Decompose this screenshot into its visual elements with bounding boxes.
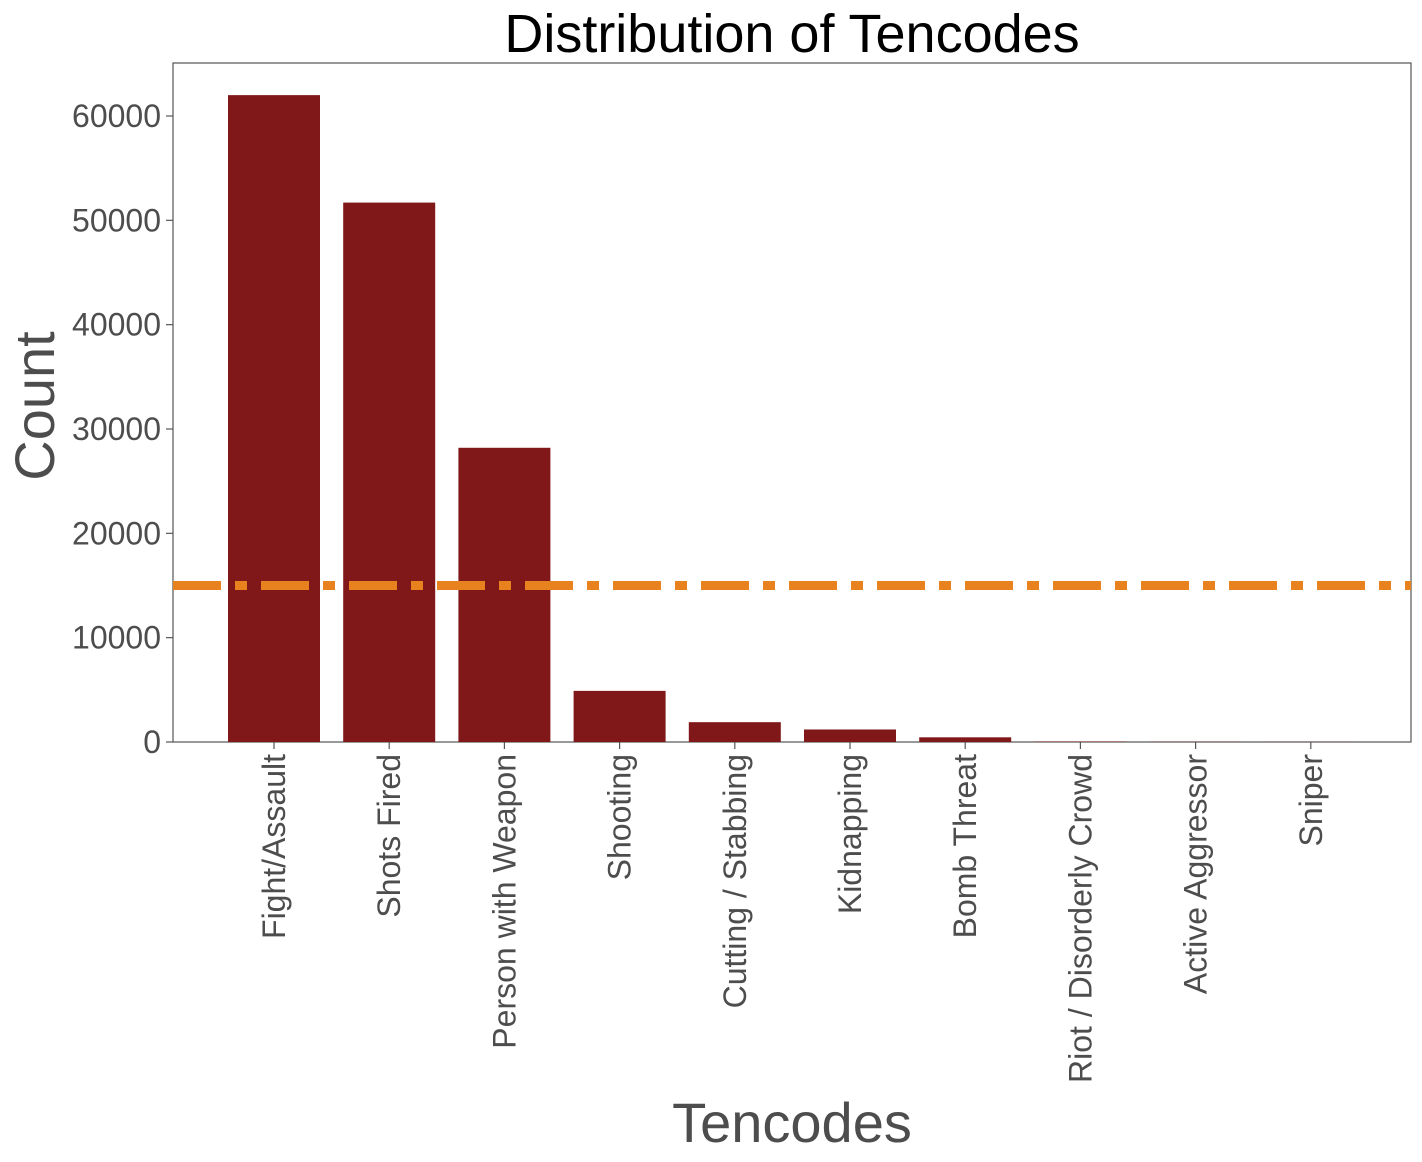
y-tick-label: 30000	[72, 411, 161, 447]
bar	[343, 202, 436, 742]
bar	[573, 690, 666, 742]
x-tick-label: Fight/Assault	[256, 754, 292, 939]
x-tick-label: Bomb Threat	[947, 754, 983, 939]
y-tick-label: 20000	[72, 515, 161, 551]
y-tick-label: 0	[143, 724, 161, 760]
x-tick-label: Person with Weapon	[486, 754, 522, 1049]
bar	[458, 447, 551, 742]
y-tick-label: 40000	[72, 307, 161, 343]
chart-title: Distribution of Tencodes	[504, 4, 1079, 64]
x-axis-label: Tencodes	[672, 1091, 912, 1154]
x-axis: Fight/Assault Shots Fired Person with Weap…	[256, 742, 1329, 1083]
bar	[688, 722, 781, 742]
y-tick-label: 60000	[72, 98, 161, 134]
bar	[228, 95, 320, 743]
plot-frame	[172, 62, 1412, 743]
bar	[804, 729, 896, 742]
x-tick-label: Sniper	[1293, 754, 1329, 847]
y-axis: 0 10000 20000 30000 40000 50000 60000	[72, 98, 173, 760]
x-tick-label: Cutting / Stabbing	[717, 754, 753, 1008]
x-tick-label: Kidnapping	[832, 754, 868, 914]
bars-group	[228, 95, 1357, 743]
x-tick-label: Shots Fired	[371, 754, 407, 918]
y-axis-label: Count	[3, 331, 66, 481]
x-tick-label: Active Aggressor	[1178, 754, 1214, 994]
x-tick-label: Shooting	[602, 754, 638, 880]
y-tick-label: 50000	[72, 202, 161, 238]
bar	[919, 737, 1012, 742]
x-tick-label: Riot / Disorderly Crowd	[1062, 754, 1098, 1083]
y-tick-label: 10000	[72, 620, 161, 656]
